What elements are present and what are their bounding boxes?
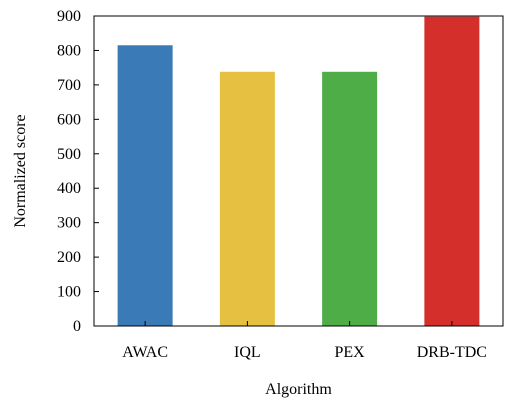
y-tick-label: 0 [73, 318, 81, 335]
x-tick-label: AWAC [122, 344, 168, 361]
y-tick-label: 900 [57, 8, 81, 25]
bar-drb-tdc [424, 16, 480, 326]
plot-frame [93, 15, 504, 327]
x-tick-label: DRB-TDC [417, 344, 487, 361]
bar-awac [117, 45, 173, 327]
y-tick-label: 400 [57, 180, 81, 197]
y-tick-label: 500 [57, 146, 81, 163]
y-tick-label: 600 [57, 111, 81, 128]
x-axis-ticks: AWAC IQL PEX DRB-TDC [122, 321, 487, 361]
x-axis-label: Algorithm [265, 381, 332, 398]
y-axis-ticks: 0 100 200 300 400 500 600 700 800 900 [57, 8, 99, 335]
bars-group [117, 16, 480, 327]
y-tick-label: 200 [57, 249, 81, 266]
y-tick-label: 100 [57, 284, 81, 301]
bar-iql [219, 71, 275, 326]
y-axis-label: Normalized score [12, 114, 29, 227]
y-tick-label: 800 [57, 42, 81, 59]
x-tick-label: PEX [335, 344, 366, 361]
y-tick-label: 700 [57, 77, 81, 94]
x-tick-label: IQL [234, 344, 261, 361]
y-tick-label: 300 [57, 215, 81, 232]
bar-pex [322, 71, 378, 326]
